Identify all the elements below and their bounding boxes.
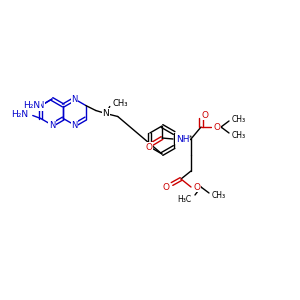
Text: O: O xyxy=(202,110,208,119)
Text: *: * xyxy=(189,135,193,141)
Text: O: O xyxy=(193,182,200,191)
Text: O: O xyxy=(213,122,220,131)
Text: CH₃: CH₃ xyxy=(232,130,246,140)
Text: N: N xyxy=(71,121,78,130)
Text: H₂N: H₂N xyxy=(12,110,29,119)
Text: O: O xyxy=(146,142,152,152)
Text: CH₃: CH₃ xyxy=(212,190,226,200)
Text: H₂N: H₂N xyxy=(23,100,40,109)
Text: N: N xyxy=(38,101,44,110)
Text: N: N xyxy=(102,109,109,118)
Text: CH₃: CH₃ xyxy=(113,99,128,108)
Text: O: O xyxy=(163,182,170,191)
Text: N: N xyxy=(49,121,55,130)
Text: H₃C: H₃C xyxy=(177,194,191,203)
Text: NH: NH xyxy=(176,134,190,143)
Text: N: N xyxy=(71,94,78,103)
Text: CH₃: CH₃ xyxy=(232,115,246,124)
